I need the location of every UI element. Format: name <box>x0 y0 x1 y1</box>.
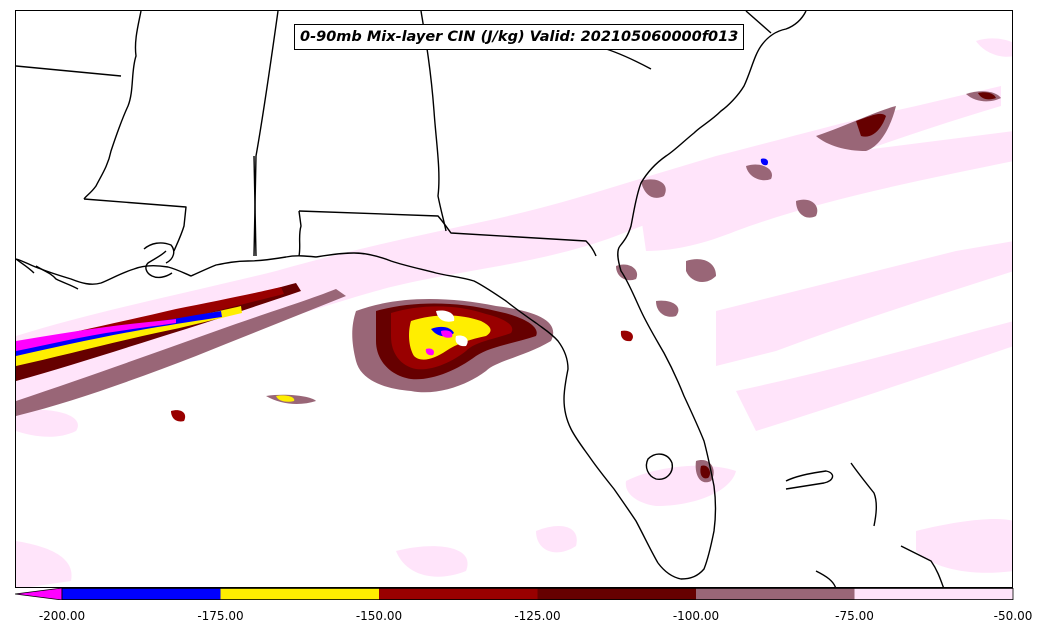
state-border-line <box>16 65 122 77</box>
cin-band-east-1 <box>716 241 1012 366</box>
coastline <box>850 462 877 527</box>
colorbar-segment <box>537 588 696 600</box>
geographic-boundaries <box>16 11 945 587</box>
colorbar-tick-label: -175.00 <box>197 609 244 623</box>
cin-band-south-1 <box>625 465 736 506</box>
coastline <box>900 545 945 587</box>
cin-band-atlantic <box>636 131 1012 251</box>
cin-holes <box>436 310 468 347</box>
coastline <box>315 252 659 564</box>
colorbar-tick-label: -50.00 <box>993 609 1033 623</box>
state-border-line <box>298 210 597 257</box>
state-border-line <box>420 11 447 232</box>
colorbar-tick-label: -100.00 <box>672 609 720 623</box>
state-border-line <box>253 155 257 257</box>
colorbar-outline <box>61 588 1014 600</box>
colorbar-tick-label: -200.00 <box>38 609 86 623</box>
coastline <box>145 250 173 279</box>
cin-band-south-2 <box>536 526 577 553</box>
cin-band-sw-2 <box>396 546 468 577</box>
state-border-line <box>83 198 187 252</box>
coastline <box>16 258 35 274</box>
colorbar-segment <box>696 588 855 600</box>
colorbar-tick-label: -125.00 <box>514 609 561 623</box>
cin-band-ne <box>976 38 1012 57</box>
colorbar-extend-triangle <box>15 588 63 600</box>
colorbar-segment <box>62 588 221 600</box>
colorbar-tick-label: -75.00 <box>835 609 874 623</box>
coastline <box>35 265 79 290</box>
map-panel: 0-90mb Mix-layer CIN (J/kg) Valid: 20210… <box>15 10 1013 588</box>
coastline <box>617 11 807 580</box>
coastline <box>815 570 837 587</box>
coastline <box>143 242 175 264</box>
cin-map <box>16 11 1012 587</box>
colorbar-segment <box>379 588 538 600</box>
coastline <box>16 255 317 285</box>
cin-magenta-contours <box>16 319 453 356</box>
cin-band-east-2 <box>736 321 1012 431</box>
colorbar <box>15 588 1014 600</box>
state-border-line <box>745 11 772 34</box>
cin-band-southwest <box>16 409 78 437</box>
lake-okeechobee <box>645 453 673 480</box>
state-border-line <box>298 210 302 257</box>
colorbar-segment <box>854 588 1013 600</box>
colorbar-segment <box>220 588 379 600</box>
colorbar-tick-label: -150.00 <box>355 609 403 623</box>
state-border-line <box>83 11 142 200</box>
coastline <box>785 470 834 490</box>
state-border-line <box>253 11 279 257</box>
cin-band-keys <box>916 519 1012 573</box>
cin-band-bottom <box>16 541 72 587</box>
map-title: 0-90mb Mix-layer CIN (J/kg) Valid: 20210… <box>294 24 745 50</box>
